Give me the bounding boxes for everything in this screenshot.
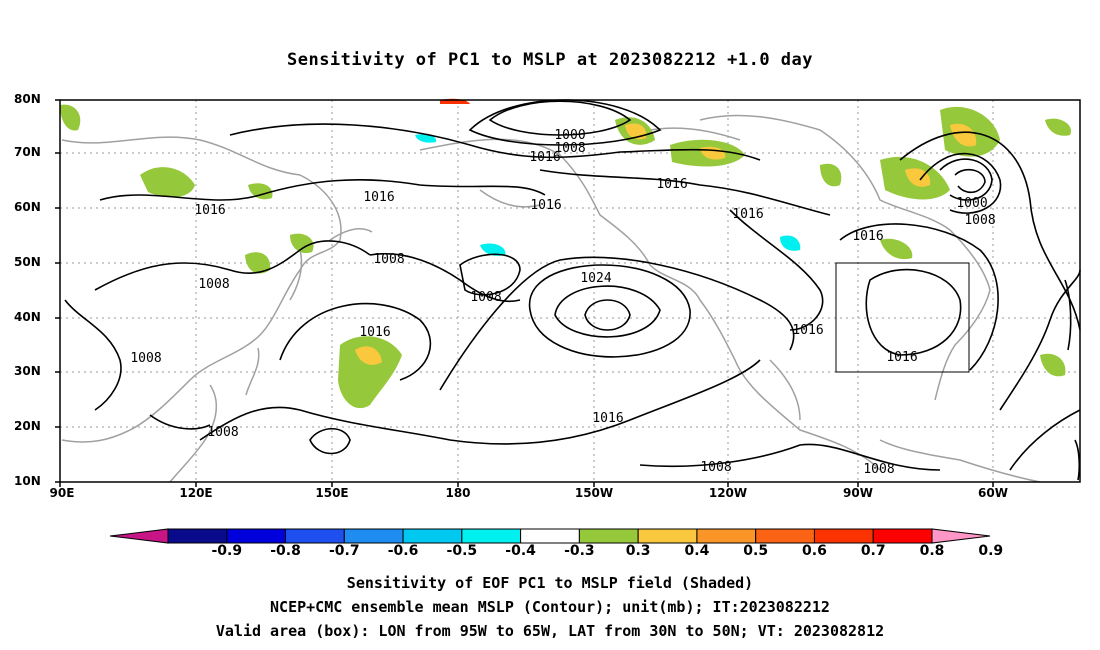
colorbar-label: -0.4 (505, 543, 536, 559)
colorbar-label: -0.7 (328, 543, 360, 559)
contour-label: 1008 (470, 290, 501, 305)
colorbar-label: 0.7 (860, 543, 886, 559)
lon-label: 150W (574, 486, 614, 500)
colorbar-swatch (285, 528, 345, 544)
colorbar-swatch (813, 528, 874, 544)
colorbar-swatch (872, 528, 933, 544)
colorbar-swatch (343, 528, 404, 544)
valid-area-box (835, 262, 970, 373)
colorbar-swatch (402, 528, 463, 544)
contour-label: 1000 (554, 128, 585, 143)
colorbar (109, 528, 991, 544)
contour-label: 1008 (863, 462, 894, 477)
caption-line-2: NCEP+CMC ensemble mean MSLP (Contour); u… (270, 598, 830, 616)
contour-label: 1008 (130, 351, 161, 366)
colorbar-swatch (461, 528, 522, 544)
contour-label: 1008 (373, 252, 404, 267)
coastlines (61, 114, 1041, 483)
mslp-contours (64, 99, 1081, 481)
colorbar-label: 0.4 (684, 543, 710, 559)
colorbar-label: -0.3 (564, 543, 595, 559)
lat-label: 80N (14, 92, 41, 106)
colorbar-label: -0.6 (387, 543, 419, 559)
contour-label: 1016 (530, 198, 561, 213)
lat-label: 70N (14, 145, 41, 159)
contour-label: 1008 (198, 277, 229, 292)
lat-label: 40N (14, 310, 41, 324)
contour-label: 1024 (580, 271, 611, 286)
colorbar-swatch (637, 528, 698, 544)
contour-label: 1016 (732, 207, 763, 222)
lon-label: 150E (315, 486, 349, 500)
contour-label: 1016 (792, 323, 823, 338)
colorbar-swatch (755, 528, 815, 544)
contour-label: 1016 (852, 229, 883, 244)
colorbar-label: 0.5 (743, 543, 769, 559)
caption-line-1: Sensitivity of EOF PC1 to MSLP field (Sh… (346, 574, 754, 592)
colorbar-label: 0.9 (978, 543, 1004, 559)
colorbar-label: -0.9 (211, 543, 243, 559)
colorbar-swatch (696, 528, 757, 544)
lon-label: 90W (843, 486, 873, 500)
contour-labels: 1000 1008 1016 1016 1016 1016 1016 1016 … (130, 128, 995, 477)
colorbar-swatch (578, 528, 639, 544)
colorbar-label: -0.8 (270, 543, 301, 559)
lon-label: 60W (978, 486, 1008, 500)
contour-label: 1016 (656, 177, 687, 192)
contour-label: 1016 (194, 203, 225, 218)
contour-label: 1016 (529, 150, 560, 165)
map-title: Sensitivity of PC1 to MSLP at 2023082212… (286, 50, 813, 70)
colorbar-swatch (109, 528, 169, 544)
contour-label: 1016 (592, 411, 623, 426)
contour-label: 1008 (700, 460, 731, 475)
caption-line-3: Valid area (box): LON from 95W to 65W, L… (215, 622, 885, 640)
contour-label: 1016 (363, 190, 394, 205)
contour-label: 1016 (886, 350, 917, 365)
colorbar-label: 0.8 (919, 543, 945, 559)
colorbar-swatch (226, 528, 287, 544)
colorbar-swatch (520, 528, 580, 544)
colorbar-swatch (167, 528, 228, 544)
contour-label: 1000 (956, 196, 987, 211)
contour-label: 1008 (554, 141, 585, 156)
lon-label: 180 (445, 486, 471, 500)
colorbar-label: -0.5 (446, 543, 478, 559)
lon-label: 90E (49, 486, 75, 500)
lat-label: 10N (14, 474, 41, 488)
colorbar-label: 0.3 (625, 543, 651, 559)
lon-label: 120E (179, 486, 213, 500)
map-frame (59, 99, 1081, 483)
colorbar-label: 0.6 (802, 543, 827, 559)
contour-label: 1008 (964, 213, 995, 228)
lat-label: 30N (14, 364, 41, 378)
sensitivity-shading (60, 98, 1071, 409)
lat-label: 60N (14, 200, 41, 214)
contour-label: 1008 (207, 425, 238, 440)
colorbar-swatch (931, 528, 991, 544)
contour-label: 1016 (359, 325, 390, 340)
lon-label: 120W (708, 486, 748, 500)
lat-label: 50N (14, 255, 41, 269)
tick-marks (55, 99, 994, 487)
lat-label: 20N (14, 419, 41, 433)
